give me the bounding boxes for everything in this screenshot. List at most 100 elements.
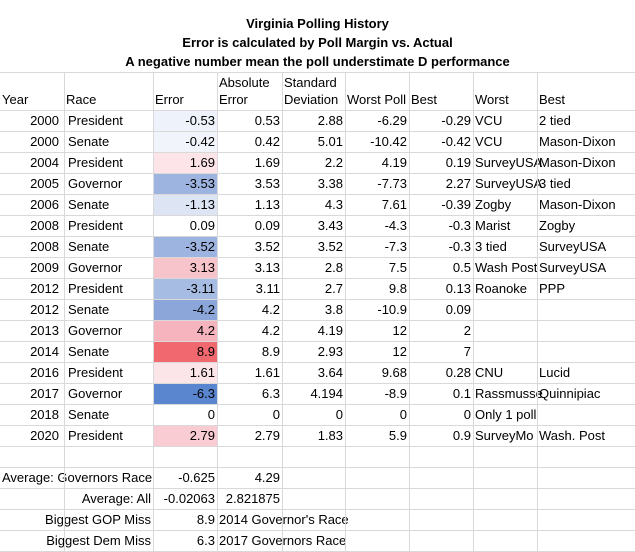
cell-best-name[interactable] (537, 299, 635, 320)
cell-error[interactable]: -0.42 (185, 134, 215, 149)
cell-error[interactable]: 4.2 (196, 323, 215, 338)
cell-race[interactable]: Senate (68, 302, 110, 317)
header-absolute-error[interactable]: Error (219, 92, 248, 107)
cell-best[interactable]: -0.42 (441, 134, 471, 149)
cell-error[interactable]: -3.53 (185, 176, 215, 191)
cell-worst-poll[interactable]: -4.3 (384, 218, 407, 233)
cell-worst[interactable]: Zogby (475, 197, 512, 212)
cell-year[interactable]: 2005 (30, 176, 59, 191)
cell-worst[interactable] (473, 320, 537, 341)
summary-value[interactable]: -0.02063 (163, 491, 215, 506)
cell-best[interactable]: 2 (463, 323, 471, 338)
cell-best[interactable]: -0.29 (441, 113, 471, 128)
cell-absolute-error[interactable]: 4.2 (261, 323, 280, 338)
cell-worst[interactable] (473, 341, 537, 362)
cell-standard-deviation[interactable]: 4.19 (317, 323, 343, 338)
cell-year[interactable]: 2000 (30, 113, 59, 128)
cell-worst[interactable]: Only 1 poll (475, 407, 537, 422)
cell-absolute-error[interactable]: 2.79 (254, 428, 280, 443)
cell-error[interactable]: 3.13 (189, 260, 215, 275)
cell-worst[interactable] (473, 299, 537, 320)
cell-year[interactable]: 2016 (30, 365, 59, 380)
cell-year[interactable]: 2000 (30, 134, 59, 149)
cell-race[interactable]: President (68, 365, 123, 380)
cell-absolute-error[interactable]: 1.69 (254, 155, 280, 170)
cell-year[interactable]: 2014 (30, 344, 59, 359)
header-deviation[interactable]: Deviation (284, 92, 339, 107)
cell-error[interactable]: 0.09 (189, 218, 215, 233)
summary-value[interactable]: 8.9 (196, 512, 215, 527)
cell-worst-poll[interactable]: -10.9 (377, 302, 407, 317)
cell-absolute-error[interactable]: 6.3 (261, 386, 280, 401)
cell-worst[interactable]: Roanoke (475, 281, 528, 296)
cell-year[interactable]: 2013 (30, 323, 59, 338)
cell-worst-poll[interactable]: 7.61 (381, 197, 407, 212)
summary-value-secondary[interactable]: 2.821875 (225, 491, 280, 506)
cell-standard-deviation[interactable]: 1.83 (317, 428, 343, 443)
cell-standard-deviation[interactable]: 2.88 (317, 113, 343, 128)
cell-worst-poll[interactable]: 7.5 (388, 260, 407, 275)
cell-race[interactable]: Governor (68, 323, 123, 338)
cell-worst-poll[interactable]: -7.3 (384, 239, 407, 254)
summary-value[interactable]: 6.3 (196, 533, 215, 548)
cell-absolute-error[interactable]: 1.61 (254, 365, 280, 380)
header-year[interactable]: Year (2, 92, 29, 107)
cell-best-name[interactable]: Lucid (539, 365, 571, 380)
cell-year[interactable]: 2020 (30, 428, 59, 443)
cell-best[interactable]: 0.28 (445, 365, 471, 380)
cell-worst[interactable]: SurveyUSA (475, 176, 543, 191)
cell-error[interactable]: -0.53 (185, 113, 215, 128)
cell-worst-poll[interactable]: -7.73 (377, 176, 407, 191)
cell-worst[interactable]: VCU (475, 113, 503, 128)
cell-best[interactable]: -0.3 (448, 239, 471, 254)
summary-label[interactable]: Biggest GOP Miss (45, 512, 151, 527)
cell-best-name[interactable]: Zogby (539, 218, 576, 233)
cell-standard-deviation[interactable]: 4.194 (310, 386, 343, 401)
cell-best-name[interactable]: PPP (539, 281, 566, 296)
cell-best-name[interactable]: SurveyUSA (539, 239, 607, 254)
cell-worst-poll[interactable]: 12 (392, 323, 407, 338)
cell-race[interactable]: Senate (68, 197, 110, 212)
cell-absolute-error[interactable]: 0.42 (254, 134, 280, 149)
cell-error[interactable]: -3.52 (185, 239, 215, 254)
cell-best-name[interactable] (537, 341, 635, 362)
cell-worst-poll[interactable]: 9.68 (381, 365, 407, 380)
cell-absolute-error[interactable]: 0.53 (254, 113, 280, 128)
cell-best[interactable]: 0.19 (445, 155, 471, 170)
summary-label[interactable]: Average: Governors Race (2, 470, 153, 485)
cell-worst-poll[interactable]: 12 (392, 344, 407, 359)
cell-standard-deviation[interactable]: 3.52 (317, 239, 343, 254)
cell-best-name[interactable]: Wash. Post (539, 428, 605, 443)
cell-worst-poll[interactable]: 4.19 (381, 155, 407, 170)
cell-race[interactable]: Senate (68, 239, 110, 254)
cell-standard-deviation[interactable]: 2.8 (324, 260, 343, 275)
cell-best-name[interactable]: Mason-Dixon (539, 134, 616, 149)
summary-value[interactable]: -0.625 (178, 470, 215, 485)
header-race[interactable]: Race (66, 92, 97, 107)
cell-best[interactable]: 0.5 (452, 260, 471, 275)
summary-label[interactable]: Average: All (81, 491, 151, 506)
cell-best-name[interactable] (537, 320, 635, 341)
cell-standard-deviation[interactable]: 4.3 (324, 197, 343, 212)
cell-worst[interactable]: SurveyMo (475, 428, 534, 443)
cell-best[interactable]: 0.1 (452, 386, 471, 401)
cell-error[interactable]: -1.13 (185, 197, 215, 212)
header-error[interactable]: Error (155, 92, 184, 107)
cell-worst[interactable]: VCU (475, 134, 503, 149)
cell-year[interactable]: 2012 (30, 281, 59, 296)
summary-label[interactable]: Biggest Dem Miss (46, 533, 151, 548)
cell-race[interactable]: Senate (68, 407, 110, 422)
cell-worst-poll[interactable]: -10.42 (370, 134, 407, 149)
cell-error[interactable]: 1.61 (189, 365, 215, 380)
cell-race[interactable]: President (68, 113, 123, 128)
cell-year[interactable]: 2008 (30, 239, 59, 254)
cell-standard-deviation[interactable]: 3.43 (317, 218, 343, 233)
cell-year[interactable]: 2004 (30, 155, 59, 170)
cell-race[interactable]: President (68, 428, 123, 443)
cell-error[interactable]: 8.9 (196, 344, 215, 359)
cell-error[interactable]: 0 (207, 407, 215, 422)
cell-race[interactable]: Senate (68, 134, 110, 149)
header-standard[interactable]: Standard (284, 75, 337, 90)
cell-standard-deviation[interactable]: 2.2 (324, 155, 343, 170)
cell-standard-deviation[interactable]: 3.38 (317, 176, 343, 191)
